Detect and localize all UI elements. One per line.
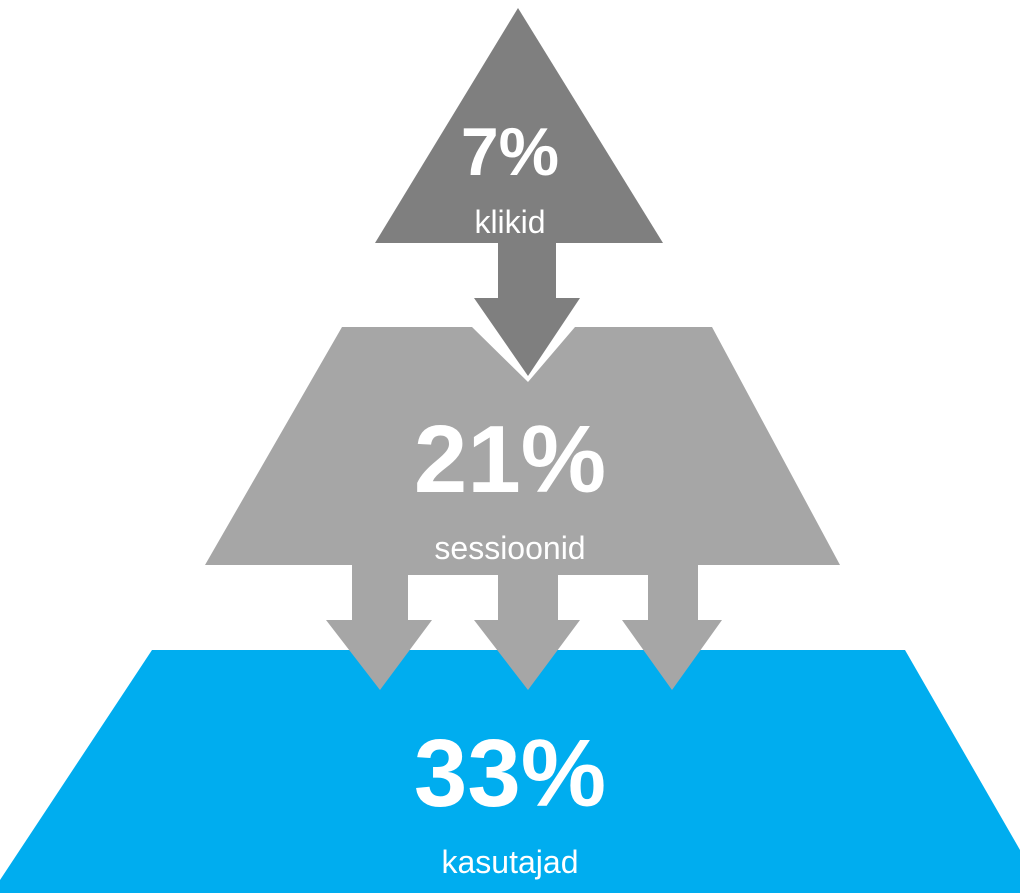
middle-tier-shape — [205, 327, 840, 690]
top-tier-shape — [375, 8, 663, 243]
bottom-tier-label: kasutajad — [441, 844, 579, 880]
bottom-tier-shape — [0, 650, 1020, 893]
top-tier-label: klikid — [474, 204, 546, 240]
middle-tier-label: sessioonid — [434, 530, 586, 566]
top-down-arrow — [474, 243, 580, 376]
middle-tier-percent: 21% — [413, 406, 607, 513]
bottom-tier-percent: 33% — [413, 720, 607, 827]
top-tier-percent: 7% — [460, 114, 560, 190]
